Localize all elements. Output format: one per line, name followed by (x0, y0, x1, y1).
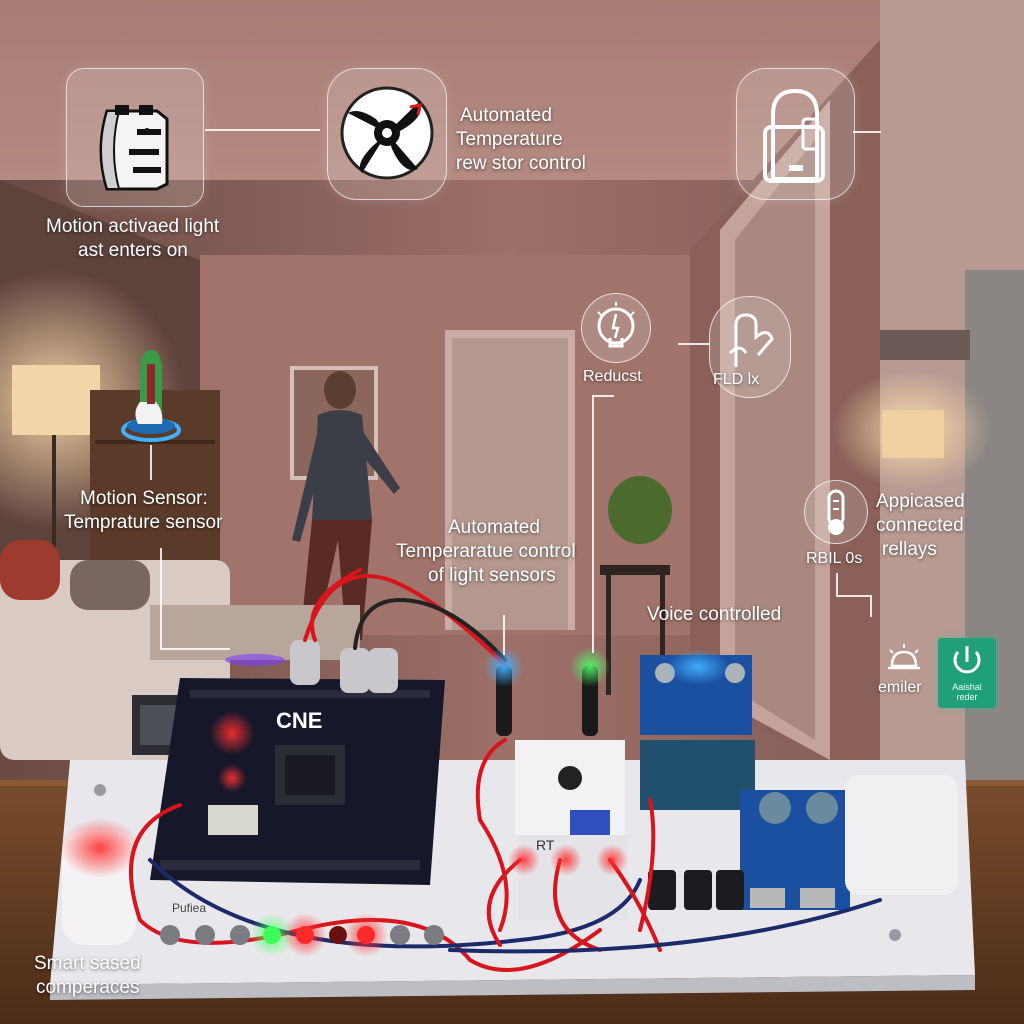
fan-card (327, 68, 447, 200)
connector-line (160, 548, 162, 648)
connector-line (205, 129, 320, 131)
relays-label: Appicased connected rellays (876, 491, 965, 560)
thermometer-icon (827, 489, 845, 535)
connector-line (853, 131, 881, 133)
auto-temp-mid-label: Automated Temperaratue control of light … (396, 517, 576, 586)
alarm-icon (888, 644, 920, 670)
svg-text:CNE: CNE (276, 708, 322, 733)
hand-gesture-card (709, 296, 791, 398)
bulb-card (581, 293, 651, 363)
connector-line (592, 395, 614, 397)
connector-line (592, 395, 594, 653)
bulb-icon (597, 302, 635, 348)
fld-label: FLD lx (713, 371, 760, 388)
connector-line (836, 573, 838, 595)
connector-line (503, 615, 505, 655)
hand-gesture-icon (728, 313, 774, 367)
phone-lock-icon (763, 88, 825, 183)
fan-icon (340, 86, 434, 180)
connector-line (870, 595, 872, 617)
power-icon (953, 646, 981, 674)
power-button[interactable]: Aaishal reder (938, 638, 996, 708)
phone-card (736, 68, 855, 200)
svg-text:Pufiea: Pufiea (172, 901, 206, 915)
voice-controlled-label: Voice controlled (647, 604, 782, 625)
motion-light-icon (99, 105, 169, 191)
rbil-label: RBIL 0s (806, 550, 863, 567)
motion-light-label: Motion activaed light ast enters on (46, 216, 220, 261)
connector-line (160, 648, 230, 650)
emiler-label: emiler (878, 679, 922, 696)
svg-text:RT: RT (536, 837, 555, 853)
thermometer-sensor-icon (121, 350, 181, 442)
thermometer-card (804, 480, 868, 544)
smart-label: Smart sased comperaces (34, 953, 141, 998)
connector-line (678, 343, 710, 345)
connector-line (150, 445, 152, 480)
connector-line (836, 595, 872, 597)
power-button-label: Aaishal reder (952, 682, 982, 702)
auto-temp-top-label: Automated Temperature rew stor control (456, 105, 586, 174)
motion-light-card (66, 68, 204, 207)
reducst-label: Reducst (583, 368, 642, 385)
motion-sensor-label: Motion Sensor: Temprature sensor (64, 488, 223, 533)
